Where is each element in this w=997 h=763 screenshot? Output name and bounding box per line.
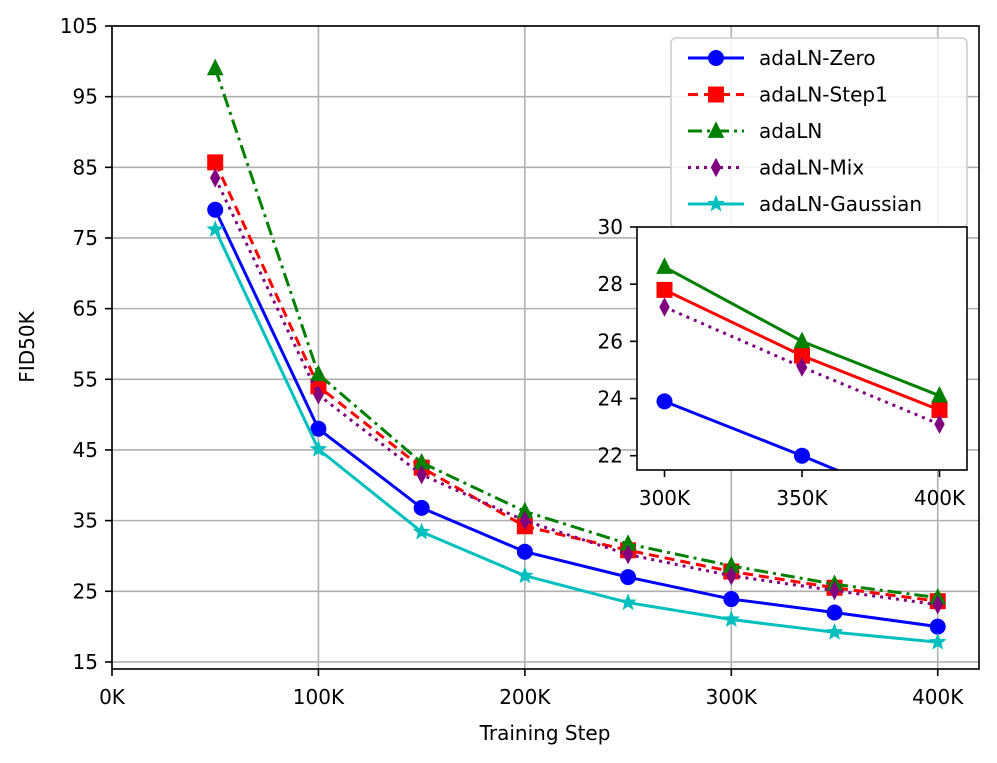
y-tick-label: 105 xyxy=(60,14,98,38)
inset-y-tick-label: 24 xyxy=(598,387,623,411)
data-point-adaln-mix xyxy=(416,465,427,485)
data-point-adaln-zero xyxy=(310,420,327,437)
data-point-adaln-zero xyxy=(516,543,533,560)
inset-series-adaln-step1 xyxy=(656,281,948,418)
data-point-adaln-zero xyxy=(929,618,946,635)
data-point-adaln-zero xyxy=(207,201,224,218)
inset-series-group xyxy=(656,257,948,470)
legend-entry-adaln-gaussian: adaLN-Gaussian xyxy=(688,192,922,216)
inset-series-adaln xyxy=(656,257,948,403)
x-tick-label: 100K xyxy=(293,685,345,709)
legend-marker-adaln-mix xyxy=(710,157,722,178)
series-line-adaln-gaussian xyxy=(213,228,938,644)
inset-series-line-adaln-mix xyxy=(663,305,941,426)
series-adaln-mix xyxy=(209,168,943,615)
x-tick-label: 300K xyxy=(706,685,758,709)
legend-label: adaLN-Step1 xyxy=(759,83,888,107)
data-point-adaln-mix xyxy=(726,566,737,586)
data-point-adaln-gaussian xyxy=(309,439,328,457)
data-point-adaln-mix xyxy=(932,595,943,615)
inset-data-point-adaln-mix xyxy=(796,357,808,377)
inset-series-adaln-mix xyxy=(659,297,945,434)
series-line-adaln-zero xyxy=(213,209,938,629)
inset-data-point-adaln xyxy=(656,257,673,274)
data-point-adaln-gaussian xyxy=(928,632,947,650)
main-series-group xyxy=(206,58,947,650)
data-point-adaln xyxy=(206,58,224,76)
legend-marker-adaln-gaussian xyxy=(707,194,725,212)
inset-data-point-adaln xyxy=(793,331,811,349)
inset-data-point-adaln-zero xyxy=(794,447,810,464)
legend-entry-adaln-step1: adaLN-Step1 xyxy=(688,83,888,107)
data-point-adaln-mix xyxy=(519,510,531,531)
data-point-adaln-zero xyxy=(723,591,740,608)
inset-y-tick-label: 22 xyxy=(598,444,623,468)
y-tick-label: 85 xyxy=(73,155,98,179)
data-point-adaln-mix xyxy=(829,580,840,601)
y-tick-label: 75 xyxy=(73,226,98,250)
data-point-adaln-gaussian xyxy=(516,566,534,584)
inset-data-point-adaln-mix xyxy=(659,297,670,317)
inset-y-tick-label: 30 xyxy=(598,215,623,239)
series-adaln-gaussian xyxy=(206,220,947,650)
x-tick-label: 200K xyxy=(499,685,551,709)
y-tick-label: 45 xyxy=(73,438,98,462)
inset-chart: 300K 350K 400K 22 24 26 28 30 xyxy=(598,215,968,510)
inset-data-point-adaln-zero xyxy=(656,393,673,410)
legend-marker-adaln xyxy=(707,121,725,138)
y-tick-label: 95 xyxy=(73,85,98,109)
data-point-adaln-mix xyxy=(622,544,634,565)
data-point-adaln-step1 xyxy=(207,154,224,171)
inset-y-tick-label: 28 xyxy=(598,272,623,296)
legend-entry-adaln: adaLN xyxy=(688,119,822,143)
series-line-adaln xyxy=(213,67,938,600)
x-axis-title: Training Step xyxy=(479,721,611,745)
x-tick-label: 0K xyxy=(99,685,126,709)
legend-label: adaLN-Gaussian xyxy=(759,192,922,216)
inset-x-tick-label: 400K xyxy=(914,486,966,510)
series-line-adaln-mix xyxy=(213,177,938,607)
inset-data-point-adaln-step1 xyxy=(656,281,673,298)
main-ticks: 0K 100K 200K 300K 400K 15 25 35 45 55 65 75 85 95 105 xyxy=(60,14,964,709)
inset-x-tick-label: 300K xyxy=(639,486,691,510)
legend-entry-adaln-mix: adaLN-Mix xyxy=(688,156,864,180)
inset-series-adaln-zero xyxy=(656,393,841,470)
y-tick-label: 15 xyxy=(73,650,98,674)
data-point-adaln-mix xyxy=(313,385,324,405)
data-point-adaln-zero xyxy=(826,604,843,621)
data-point-adaln-gaussian xyxy=(722,610,741,628)
data-point-adaln-gaussian xyxy=(412,522,431,540)
inset-data-point-adaln-mix xyxy=(934,414,945,434)
data-point-adaln-zero xyxy=(413,499,430,516)
main-plot-frame xyxy=(111,25,980,670)
legend-label: adaLN-Mix xyxy=(759,156,864,180)
legend-marker-adaln-step1 xyxy=(708,86,724,103)
inset-ticks: 300K 350K 400K 22 24 26 28 30 xyxy=(598,215,966,510)
legend-marker-adaln-zero xyxy=(708,50,724,66)
legend-label: adaLN-Zero xyxy=(759,46,876,70)
data-point-adaln xyxy=(310,364,327,382)
data-point-adaln-mix xyxy=(209,168,221,188)
x-tick-label: 400K xyxy=(912,685,964,709)
y-tick-label: 55 xyxy=(73,367,98,391)
y-tick-label: 35 xyxy=(73,509,98,533)
legend-label: adaLN xyxy=(759,119,822,143)
data-point-adaln-zero xyxy=(620,569,637,586)
y-tick-label: 25 xyxy=(73,579,98,603)
data-point-adaln-gaussian xyxy=(825,622,844,640)
data-point-adaln-gaussian xyxy=(619,593,637,611)
data-point-adaln-gaussian xyxy=(206,220,225,237)
series-adaln-zero xyxy=(207,201,946,635)
inset-x-tick-label: 350K xyxy=(776,486,828,510)
y-tick-label: 65 xyxy=(73,297,98,321)
legend: adaLN-Zero adaLN-Step1 adaLN adaLN-Mix adaLN… xyxy=(670,37,968,229)
inset-data-point-adaln xyxy=(931,385,948,403)
legend-entry-adaln-zero: adaLN-Zero xyxy=(688,46,876,70)
series-adaln xyxy=(206,58,947,605)
inset-y-tick-label: 26 xyxy=(598,329,623,353)
y-axis-title: FID50K xyxy=(15,310,39,382)
